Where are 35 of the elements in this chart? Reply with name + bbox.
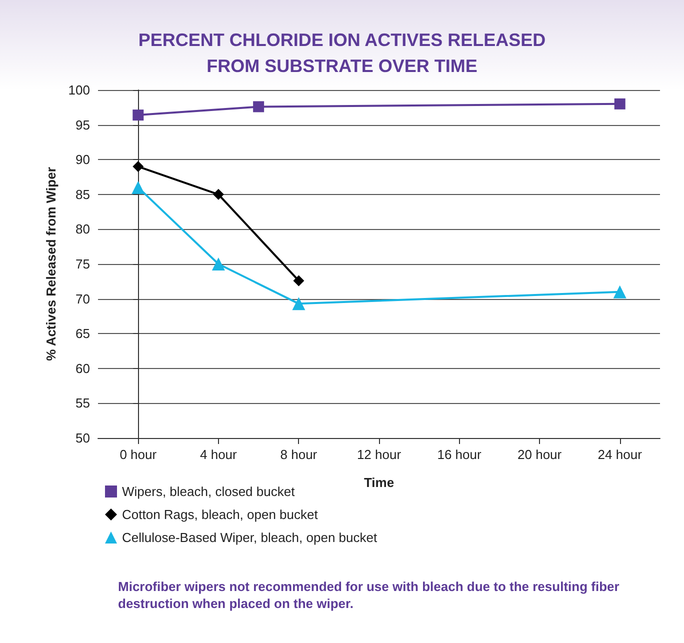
x-tick-label: 20 hour [518,447,562,462]
y-tick-label: 80 [76,222,90,237]
chart-title: PERCENT CHLORIDE ION ACTIVES RELEASED FROM SUBSTRATE OVER TIME [138,30,546,76]
y-tick-label: 55 [76,396,90,411]
x-tick-label: 24 hour [598,447,643,462]
y-tick-label: 70 [76,291,90,306]
x-tick-label: 12 hour [356,447,402,462]
point [613,285,626,298]
x-tick-label: 0 hour [120,447,158,462]
y-tick-label: 100 [68,82,90,98]
y-tick-label: 50 [76,430,90,446]
legend-label: Cellulose-Based Wiper, bleach, open bucket [122,530,378,545]
legend-label: Wipers, bleach, closed bucket [122,484,296,499]
legend-label: Cotton Rags, bleach, open bucket [122,507,318,522]
x-tick-label: 16 hour [437,447,482,462]
point [132,110,144,121]
x-tick-label: 8 hour [280,447,318,462]
y-axis-title: % Actives Released from Wiper [43,167,58,361]
x-axis-title: Time [364,475,394,490]
point [292,297,306,310]
point [132,161,144,172]
y-tick-label: 65 [76,326,90,342]
point [212,258,225,270]
point [212,188,224,200]
y-tick-label: 85 [76,186,90,202]
y-tick-label: 95 [76,117,90,132]
point [293,275,304,286]
text: Microfiber wipers not recommended for use with bleach due to the resulting fiber destruction when placed on the wiper. [118,579,623,611]
point [253,101,264,112]
y-tick-label: 60 [76,360,90,376]
x-tick-label: 4 hour [200,447,238,462]
y-tick-label: 90 [76,152,90,168]
point [132,180,145,194]
y-tick-label: 75 [76,256,90,272]
point [614,98,626,110]
